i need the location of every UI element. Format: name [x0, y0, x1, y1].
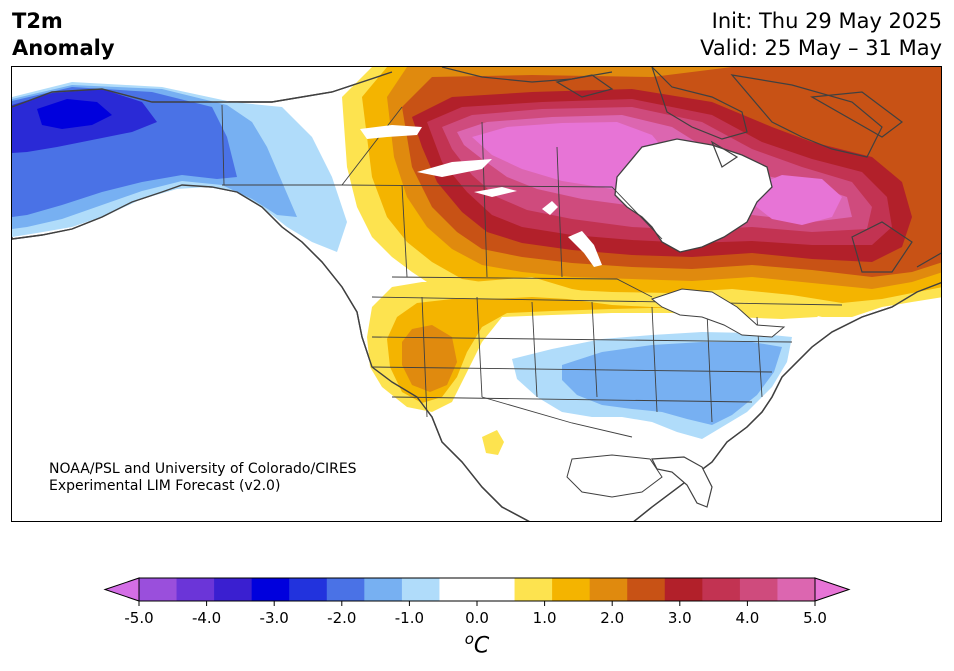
credit-line-2: Experimental LIM Forecast (v2.0) [49, 478, 281, 494]
colorbar-swatch [364, 578, 403, 601]
anomaly-indigo-alaska [37, 99, 112, 129]
colorbar-swatch [439, 578, 478, 601]
colorbar-extend-low [103, 577, 140, 602]
lake-winnipeg [568, 231, 602, 267]
political-boundaries [221, 104, 843, 438]
colorbar-swatch [326, 578, 365, 601]
variable-title: T2m Anomaly [12, 8, 115, 62]
great-bear-lake [360, 125, 422, 139]
colorbar-swatch [139, 578, 178, 601]
colorbar-swatch [589, 578, 628, 601]
variable-title-line1: T2m [12, 9, 63, 33]
credit-line-1: NOAA/PSL and University of Colorado/CIRE… [49, 461, 357, 477]
colorbar-extend-high [814, 577, 851, 602]
colorbar-tick-label: -5.0 [124, 609, 153, 627]
anomaly-yellow-mexico [482, 430, 504, 455]
colorbar-swatches [103, 577, 851, 602]
colorbar-swatch [289, 578, 328, 601]
colorbar-tick-label: -2.0 [327, 609, 356, 627]
date-info: Init: Thu 29 May 2025 Valid: 25 May – 31… [700, 8, 942, 62]
colorbar-tick-label: 3.0 [668, 609, 692, 627]
arctic-islands [441, 67, 941, 273]
colorbar-ticks: -5.0 -4.0 -3.0 -2.0 -1.0 0.0 1.0 2.0 3.0 4.0 5.0 [124, 601, 827, 627]
colorbar-tick-label: -4.0 [192, 609, 221, 627]
colorbar-unit-label: oC [0, 630, 954, 658]
colorbar-tick-label: 0.0 [465, 609, 489, 627]
colorbar-tick-label: 2.0 [600, 609, 624, 627]
colorbar-swatch [627, 578, 666, 601]
colorbar-swatch [702, 578, 741, 601]
anomaly-gold-west-us [387, 297, 692, 403]
colorbar-swatch [401, 578, 440, 601]
unit-degree: o [464, 630, 474, 648]
colorbar-swatch [176, 578, 215, 601]
florida-peninsula [651, 456, 713, 508]
lake-athabasca [474, 187, 517, 197]
map-canvas [12, 67, 941, 521]
reindeer-lake [542, 201, 558, 215]
colorbar-swatch [214, 578, 253, 601]
gulf-of-mexico [566, 454, 663, 498]
colorbar-swatch [477, 578, 516, 601]
colorbar-tick-label: -3.0 [260, 609, 289, 627]
colorbar-swatch [251, 578, 290, 601]
anomaly-orange-west-us [402, 325, 457, 392]
colorbar-swatch [739, 578, 778, 601]
great-slave-lake [417, 159, 492, 177]
init-date-label: Init: Thu 29 May 2025 [711, 9, 942, 33]
anomaly-light-blue-east-us [562, 342, 782, 425]
unit-base: C [473, 633, 490, 659]
data-credit: NOAA/PSL and University of Colorado/CIRE… [49, 461, 357, 495]
colorbar-tick-label: 5.0 [803, 609, 827, 627]
variable-title-line2: Anomaly [12, 36, 115, 60]
valid-range-label: Valid: 25 May – 31 May [700, 36, 942, 60]
colorbar-swatch [664, 578, 703, 601]
anomaly-map [11, 66, 942, 522]
colorbar-swatch [514, 578, 553, 601]
colorbar-swatch [552, 578, 591, 601]
colorbar-tick-label: 4.0 [735, 609, 759, 627]
colorbar-tick-label: -1.0 [395, 609, 424, 627]
colorbar-swatch [777, 578, 816, 601]
anomaly-magenta-quebec [752, 175, 842, 225]
colorbar-tick-label: 1.0 [533, 609, 557, 627]
great-lakes [650, 288, 786, 338]
